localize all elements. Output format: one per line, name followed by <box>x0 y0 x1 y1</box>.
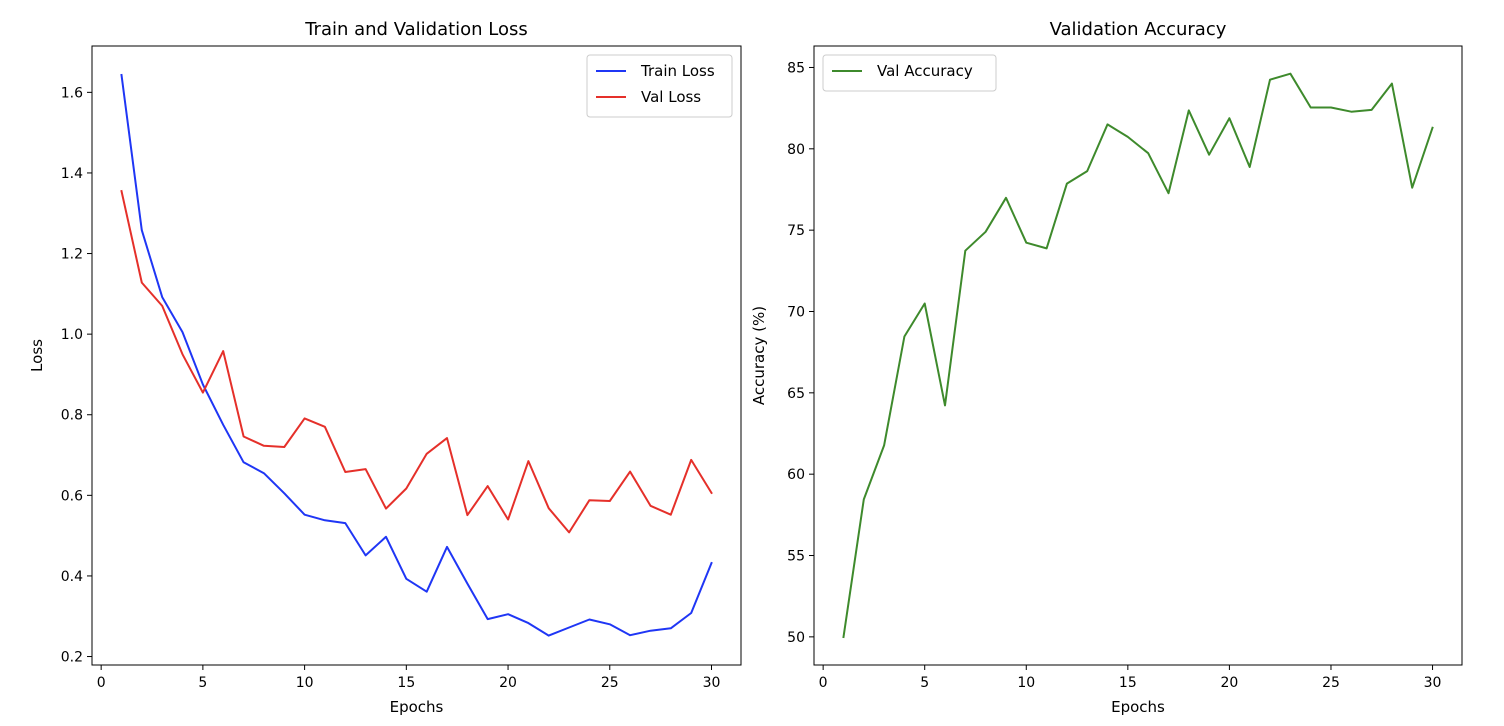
loss-x-tick-label: 20 <box>499 675 517 691</box>
accuracy-x-tick-label: 0 <box>819 675 828 691</box>
loss-y-tick-label: 0.2 <box>61 650 83 666</box>
loss-x-tick-label: 15 <box>397 675 415 691</box>
accuracy-y-tick-label: 80 <box>787 142 805 158</box>
accuracy-y-tick-label: 85 <box>787 60 805 76</box>
accuracy-y-tick-label: 75 <box>787 223 805 239</box>
accuracy-y-tick-label: 70 <box>787 304 805 320</box>
accuracy-legend: Val Accuracy <box>822 54 997 92</box>
loss-x-tick-label: 30 <box>703 675 721 691</box>
loss-y-tick-label: 0.6 <box>61 488 83 504</box>
accuracy-x-tick-label: 15 <box>1119 675 1137 691</box>
loss-x-tick-label: 5 <box>198 675 207 691</box>
loss-legend: Train Loss Val Loss <box>586 54 733 118</box>
val-loss-line <box>120 189 713 534</box>
loss-chart: Train and Validation Loss 0 5 10 15 20 25 30 0.2… <box>28 19 742 716</box>
loss-x-axis-label: Epochs <box>390 698 444 716</box>
loss-y-tick-label: 0.4 <box>61 569 83 585</box>
accuracy-x-tick-label: 20 <box>1220 675 1238 691</box>
accuracy-y-tick-label: 50 <box>787 630 805 646</box>
loss-y-tick-label: 1.0 <box>61 327 83 343</box>
loss-x-tick-label: 25 <box>601 675 619 691</box>
legend-label-val-accuracy: Val Accuracy <box>877 62 973 80</box>
accuracy-x-tick-label: 5 <box>920 675 929 691</box>
legend-label-train-loss: Train Loss <box>640 62 715 80</box>
loss-y-tick-label: 1.6 <box>61 85 83 101</box>
accuracy-x-tick-label: 10 <box>1017 675 1035 691</box>
train-loss-line <box>120 73 713 637</box>
loss-x-tick-label: 10 <box>296 675 314 691</box>
val-accuracy-line <box>842 72 1434 639</box>
accuracy-y-tick-label: 65 <box>787 386 805 402</box>
accuracy-y-tick-label: 55 <box>787 549 805 565</box>
accuracy-y-axis-label: Accuracy (%) <box>750 306 768 405</box>
legend-label-val-loss: Val Loss <box>641 88 701 106</box>
accuracy-x-axis-label: Epochs <box>1111 698 1165 716</box>
accuracy-axes-frame <box>813 45 1463 666</box>
accuracy-y-tick-label: 60 <box>787 467 805 483</box>
accuracy-x-tick-label: 25 <box>1322 675 1340 691</box>
loss-y-tick-label: 1.4 <box>61 166 83 182</box>
loss-x-tick-label: 0 <box>97 675 106 691</box>
loss-y-tick-label: 1.2 <box>61 247 83 263</box>
accuracy-legend-box <box>822 54 997 92</box>
loss-y-tick-label: 0.8 <box>61 408 83 424</box>
accuracy-chart: Validation Accuracy 0 5 10 15 20 25 30 50 55 60 65 7… <box>750 19 1463 716</box>
loss-y-axis-label: Loss <box>28 339 46 372</box>
loss-axes-frame <box>91 45 742 666</box>
loss-chart-title: Train and Validation Loss <box>304 19 528 40</box>
accuracy-chart-title: Validation Accuracy <box>1050 19 1227 40</box>
accuracy-x-tick-label: 30 <box>1424 675 1442 691</box>
